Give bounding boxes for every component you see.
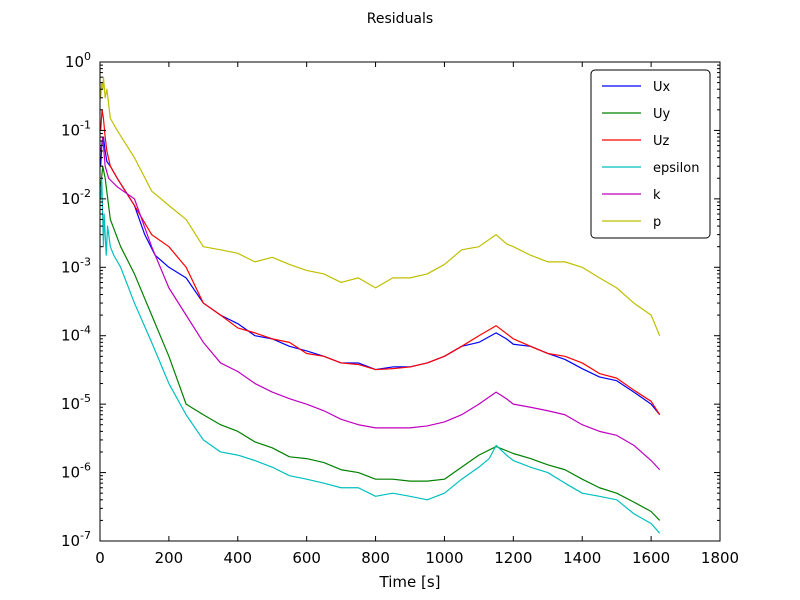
legend-label-Uz: Uz	[653, 134, 670, 149]
legend-box	[590, 69, 711, 239]
y-tick-label: 10-4	[61, 324, 91, 345]
x-tick-label: 400	[223, 549, 252, 567]
y-tick-label: 10-5	[61, 392, 91, 413]
y-tick-label: 100	[65, 50, 91, 71]
chart-title: Residuals	[367, 11, 433, 27]
y-tick-label: 10-1	[61, 118, 91, 139]
series-line-p	[100, 76, 661, 336]
series-line-Uy	[100, 165, 661, 521]
legend-label-Ux: Ux	[653, 80, 671, 95]
x-tick-label: 1000	[425, 549, 463, 567]
legend-label-Uy: Uy	[653, 107, 671, 122]
y-tick-label: 10-2	[61, 187, 91, 208]
series-line-k	[100, 136, 661, 471]
x-tick-label: 1600	[632, 549, 670, 567]
x-tick-label: 0	[95, 549, 105, 567]
legend-label-epsilon: epsilon	[653, 161, 699, 176]
plot-frame	[99, 61, 721, 542]
x-axis-label: Time [s]	[379, 573, 441, 591]
x-tick-label: 1800	[701, 549, 739, 567]
series-line-Uz	[100, 109, 661, 416]
x-tick-label: 800	[361, 549, 390, 567]
y-tick-label: 10-6	[61, 461, 91, 482]
series-lines	[100, 76, 661, 534]
y-tick-label: 10-3	[61, 255, 91, 276]
legend-label-k: k	[653, 188, 661, 203]
series-line-epsilon	[100, 177, 661, 534]
x-axis: 0 200 400 600 800 1000 1200 1400 1600 1800	[95, 62, 739, 567]
y-axis: 100 10-1 10-2 10-3 10-4 10-5 10-6 10-7	[61, 50, 720, 550]
x-tick-label: 1200	[494, 549, 532, 567]
x-tick-label: 600	[292, 549, 321, 567]
y-tick-label: 10-7	[61, 529, 91, 550]
legend-label-p: p	[653, 215, 661, 230]
x-tick-label: 1400	[563, 549, 601, 567]
x-tick-label: 200	[155, 549, 184, 567]
legend: Ux Uy Uz epsilon kp	[590, 69, 711, 239]
